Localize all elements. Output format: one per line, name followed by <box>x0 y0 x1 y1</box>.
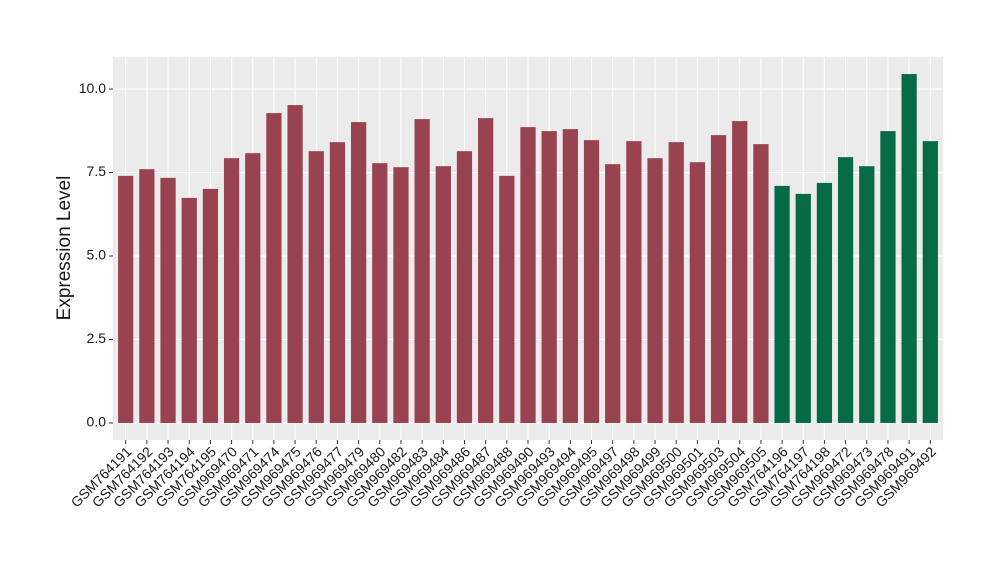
bar <box>922 141 938 423</box>
bar <box>562 129 578 423</box>
bar <box>456 151 473 423</box>
y-tick-label: 10.0 <box>79 80 106 96</box>
bar <box>393 167 409 423</box>
bar <box>414 119 430 423</box>
bar <box>901 74 917 423</box>
bar <box>753 144 769 423</box>
y-axis-title: Expression Level <box>54 176 75 321</box>
bar <box>266 113 282 423</box>
bar <box>837 157 854 423</box>
y-tick-label: 7.5 <box>87 163 107 179</box>
bar <box>181 197 197 423</box>
bar <box>583 140 600 423</box>
bar <box>880 131 896 423</box>
bar <box>710 135 727 423</box>
y-tick-label: 2.5 <box>87 330 107 346</box>
bar <box>223 158 240 423</box>
bar <box>859 166 875 423</box>
bar <box>668 142 684 423</box>
bar <box>202 188 219 423</box>
bar <box>689 162 706 423</box>
bar <box>329 142 346 423</box>
bar <box>732 121 748 423</box>
y-tick-label: 0.0 <box>87 414 107 430</box>
bar <box>541 131 557 423</box>
y-tick-label: 5.0 <box>87 247 107 263</box>
bar <box>308 151 324 423</box>
bar <box>605 164 621 423</box>
bar <box>520 127 536 423</box>
bar <box>118 175 134 423</box>
bar <box>478 118 494 423</box>
bar <box>626 141 642 423</box>
bar <box>499 175 515 423</box>
bar <box>774 185 790 423</box>
bar <box>372 163 388 423</box>
bar <box>287 105 303 423</box>
bar <box>160 177 176 423</box>
bar <box>647 158 663 423</box>
bar <box>139 169 155 423</box>
bar <box>795 193 811 423</box>
bar <box>350 122 367 423</box>
bar <box>816 182 833 423</box>
bar <box>435 166 451 423</box>
bar <box>245 153 261 423</box>
